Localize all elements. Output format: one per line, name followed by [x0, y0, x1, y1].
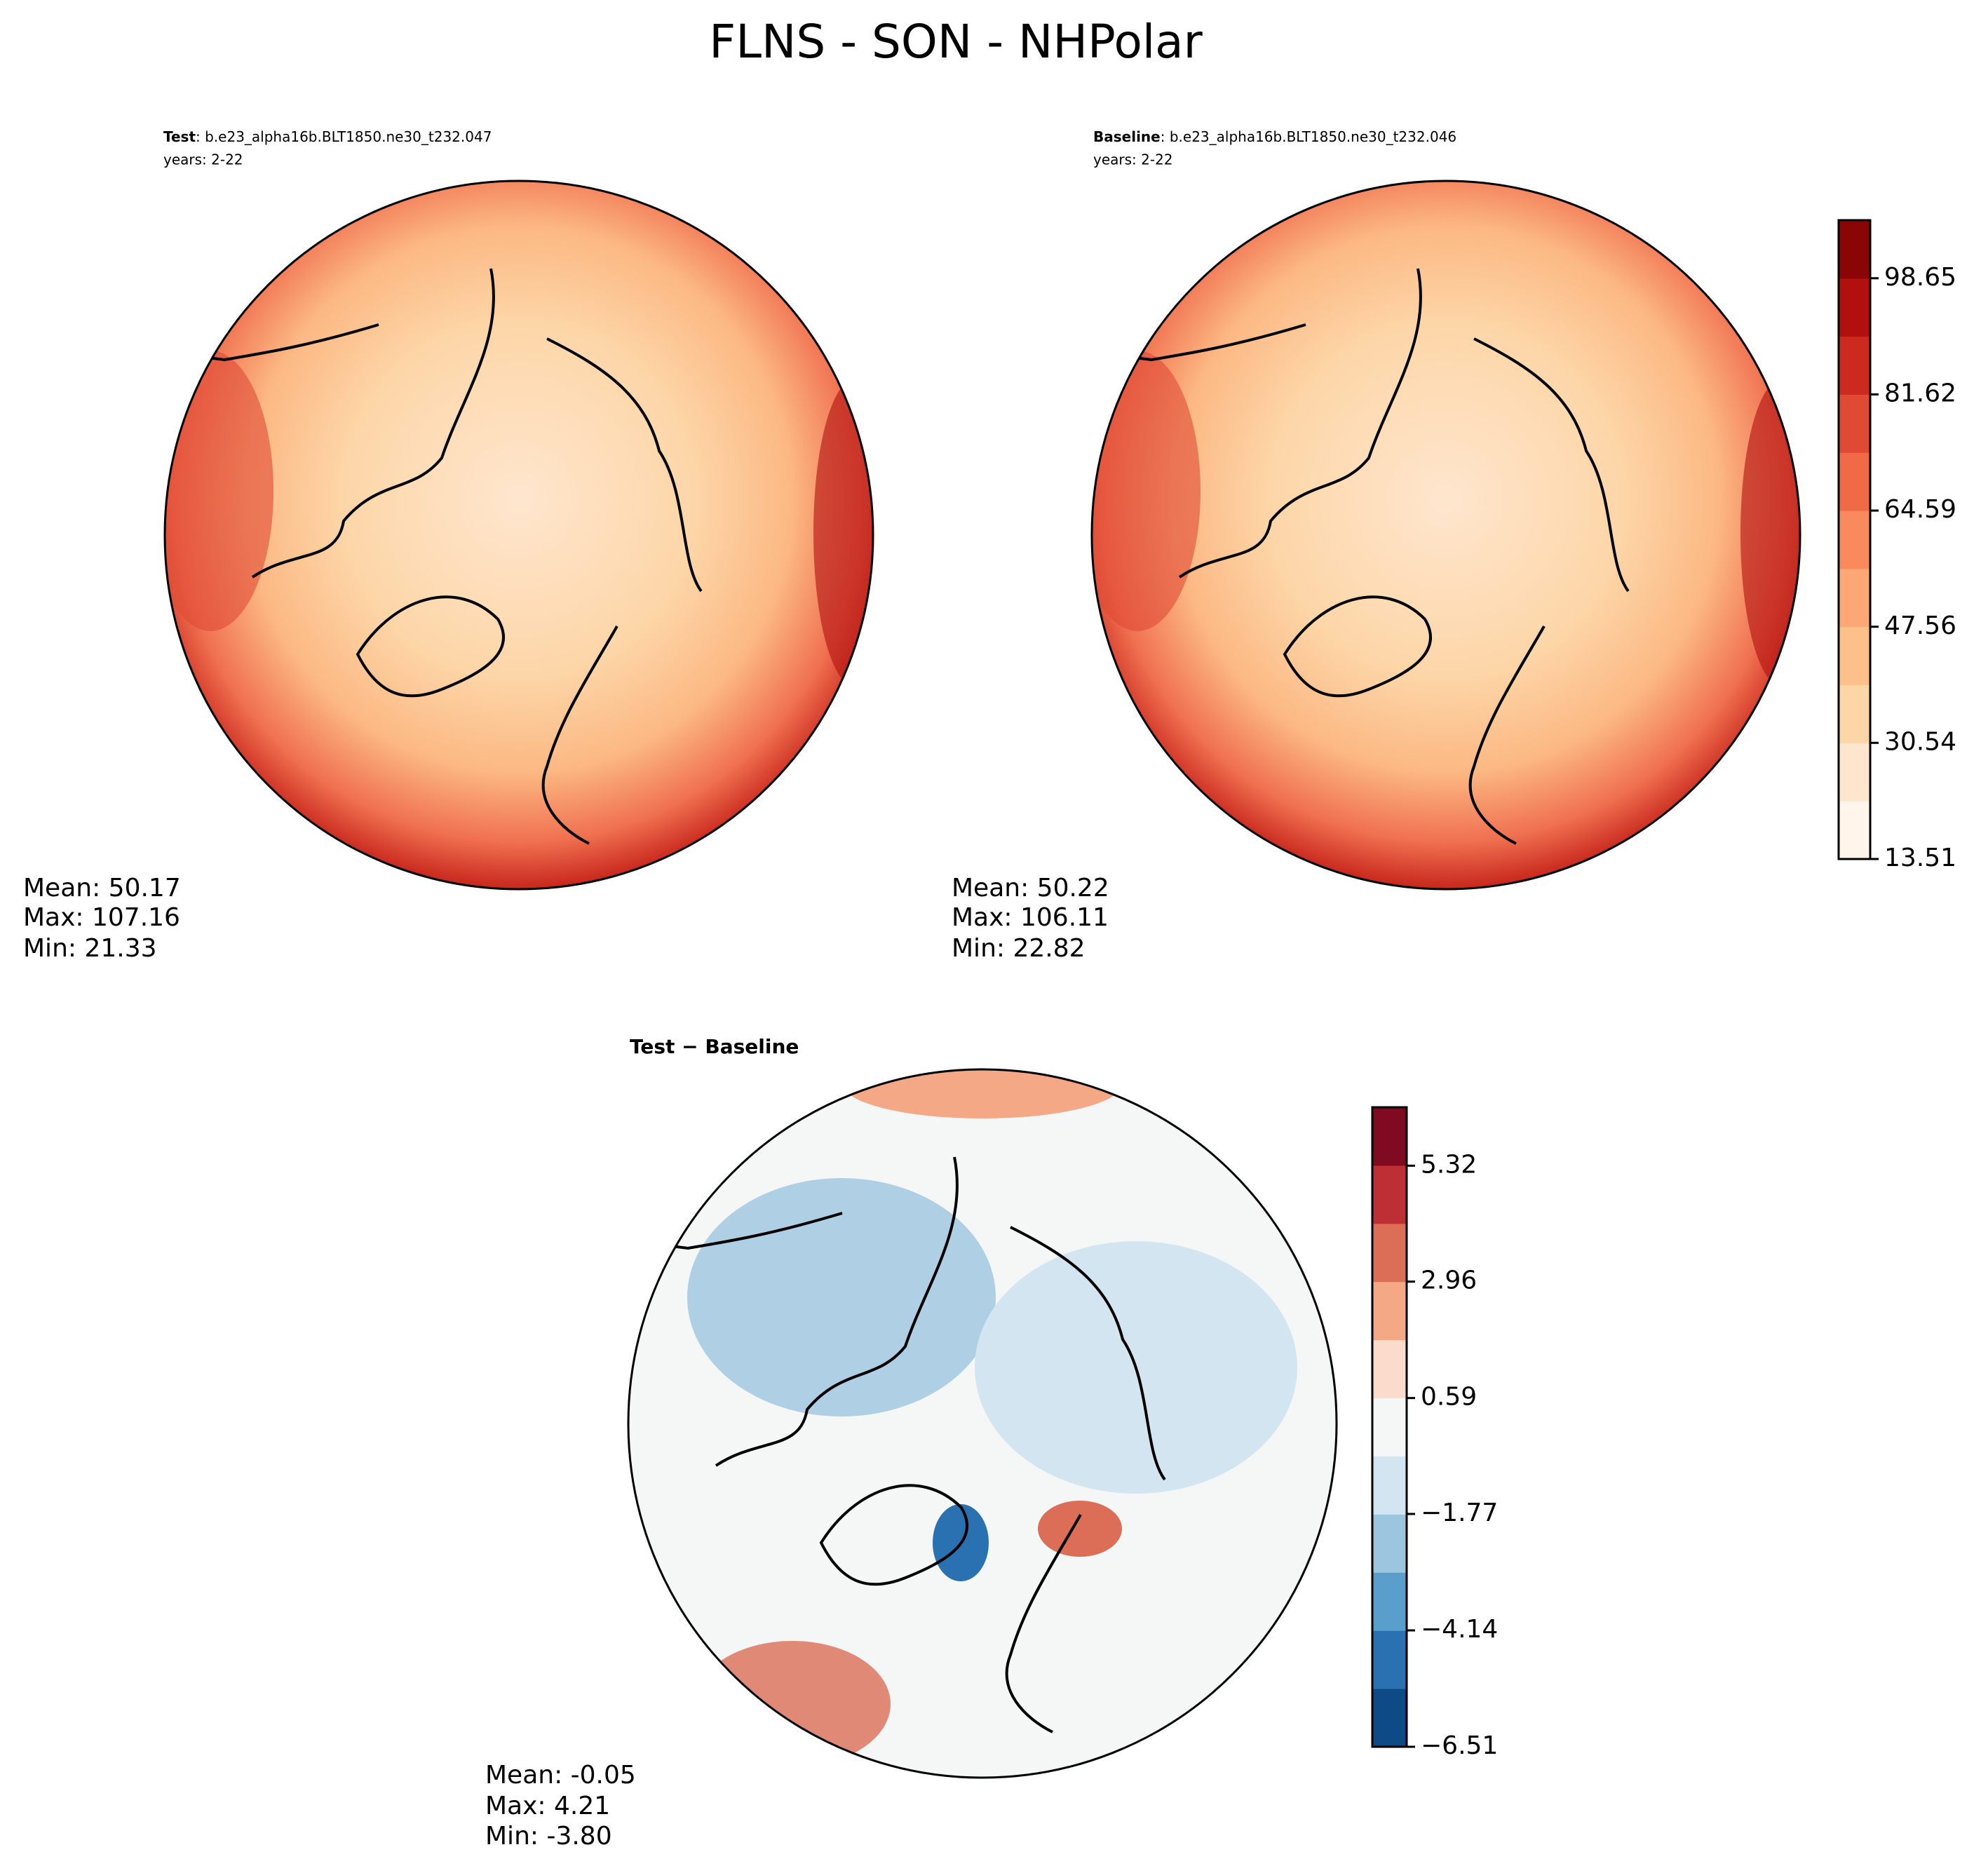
colorbar-tick-label: 30.54 [1884, 727, 1956, 756]
stat: Min: -3.80 [485, 1822, 612, 1851]
colorbar-tick-label: 98.65 [1884, 263, 1956, 292]
map [628, 1069, 1337, 1778]
colorbar-tick-label: 13.51 [1884, 844, 1956, 872]
colorbar-tick-label: 81.62 [1884, 379, 1956, 407]
colorbar-tick-label: −1.77 [1421, 1499, 1498, 1527]
panel-name: Baseline [1093, 128, 1161, 145]
colorbar-level [1839, 336, 1870, 395]
stat: Mean: -0.05 [485, 1761, 636, 1790]
colorbar-tick-label: 47.56 [1884, 611, 1956, 640]
colorbar-level [1372, 1107, 1407, 1166]
stat: Mean: 50.17 [23, 874, 181, 902]
figure-title: FLNS - SON - NHPolar [709, 15, 1203, 69]
stat: Max: 4.21 [485, 1792, 610, 1820]
panel-name: Test [163, 128, 196, 145]
panel-label: Test − Baseline [630, 1035, 799, 1058]
case-name: : b.e23_alpha16b.BLT1850.ne30_t232.046 [1161, 128, 1456, 145]
colorbar-level [1372, 1281, 1407, 1341]
colorbar-tick-label: 64.59 [1884, 495, 1956, 524]
colorbar-level [1372, 1514, 1407, 1573]
colorbar-frame [1837, 219, 1872, 860]
colorbar-level [1372, 1398, 1407, 1456]
panel-label: Baseline: b.e23_alpha16b.BLT1850.ne30_t2… [1093, 128, 1456, 145]
colorbar-tick-label: 2.96 [1421, 1266, 1477, 1295]
colorbar-level [1839, 510, 1870, 569]
colorbar-level [1839, 568, 1870, 628]
colorbar-level [1839, 801, 1870, 860]
panel-label: Test: b.e23_alpha16b.BLT1850.ne30_t232.0… [163, 128, 492, 145]
colorbar-level [1839, 626, 1870, 686]
colorbar-level [1372, 1572, 1407, 1631]
colorbar-level [1372, 1689, 1407, 1747]
stat: Max: 106.11 [952, 903, 1109, 932]
colorbar-level [1372, 1165, 1407, 1224]
map-frame [163, 180, 874, 891]
colorbar-level [1839, 452, 1870, 511]
years: years: 2-22 [1093, 151, 1173, 168]
colorbar-frame [1371, 1106, 1408, 1748]
colorbar-level [1839, 278, 1870, 337]
colorbar-level [1839, 394, 1870, 453]
colorbar-level [1372, 1339, 1407, 1399]
colorbar-level [1839, 220, 1870, 279]
colorbar-level [1372, 1223, 1407, 1283]
stat: Min: 21.33 [23, 934, 157, 963]
colorbar-tick-label: 5.32 [1421, 1150, 1477, 1179]
colorbar-level [1372, 1456, 1407, 1515]
colorbar-tick-label: 0.59 [1421, 1383, 1477, 1412]
map-frame [627, 1068, 1338, 1779]
stat: Mean: 50.22 [952, 874, 1109, 902]
colorbar-level [1372, 1630, 1407, 1689]
map [1092, 181, 1800, 889]
colorbar-tick-label: −6.51 [1421, 1731, 1498, 1760]
stat: Min: 22.82 [952, 934, 1086, 963]
colorbar-level [1839, 684, 1870, 743]
years: years: 2-22 [163, 151, 243, 168]
colorbar-tick-label: −4.14 [1421, 1615, 1498, 1644]
case-name: : b.e23_alpha16b.BLT1850.ne30_t232.047 [196, 128, 492, 145]
stat: Max: 107.16 [23, 903, 180, 932]
map [165, 181, 873, 889]
map-frame [1090, 180, 1801, 891]
colorbar-level [1839, 743, 1870, 802]
